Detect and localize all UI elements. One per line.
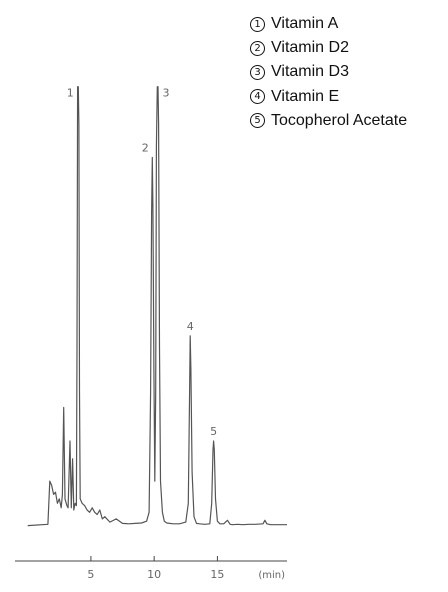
peak-labels: 1 2 3 4 5 bbox=[67, 87, 217, 438]
peak-label-3: 3 bbox=[162, 87, 169, 100]
peak-label-5: 5 bbox=[210, 425, 217, 438]
legend: 1 Vitamin A 2 Vitamin D2 3 Vitamin D3 4 … bbox=[250, 12, 407, 133]
legend-label: Vitamin D3 bbox=[271, 63, 349, 81]
legend-label: Vitamin E bbox=[271, 87, 340, 105]
x-tick-label: 15 bbox=[210, 568, 224, 581]
legend-item-vitamin-a: 1 Vitamin A bbox=[250, 12, 407, 36]
legend-item-vitamin-d2: 2 Vitamin D2 bbox=[250, 36, 407, 60]
legend-marker: 5 bbox=[250, 113, 265, 129]
legend-marker: 1 bbox=[250, 16, 265, 32]
legend-label: Vitamin A bbox=[271, 15, 339, 33]
legend-item-vitamin-e: 4 Vitamin E bbox=[250, 85, 407, 109]
x-tick-label: 5 bbox=[87, 568, 94, 581]
legend-item-tocopherol-acetate: 5 Tocopherol Acetate bbox=[250, 109, 407, 133]
x-ticks: 5 10 15 bbox=[87, 556, 224, 581]
legend-marker: 3 bbox=[250, 64, 265, 80]
legend-item-vitamin-d3: 3 Vitamin D3 bbox=[250, 60, 407, 84]
legend-label: Tocopherol Acetate bbox=[271, 111, 408, 129]
peak-label-2: 2 bbox=[142, 142, 149, 155]
chromatogram-trace bbox=[27, 86, 287, 527]
peak-label-4: 4 bbox=[187, 320, 194, 333]
legend-marker: 2 bbox=[250, 40, 265, 56]
legend-label: Vitamin D2 bbox=[271, 39, 349, 57]
peak-label-1: 1 bbox=[67, 87, 74, 100]
x-tick-label: 10 bbox=[147, 568, 161, 581]
legend-marker: 4 bbox=[250, 89, 265, 105]
x-axis-label: (min) bbox=[258, 570, 285, 581]
